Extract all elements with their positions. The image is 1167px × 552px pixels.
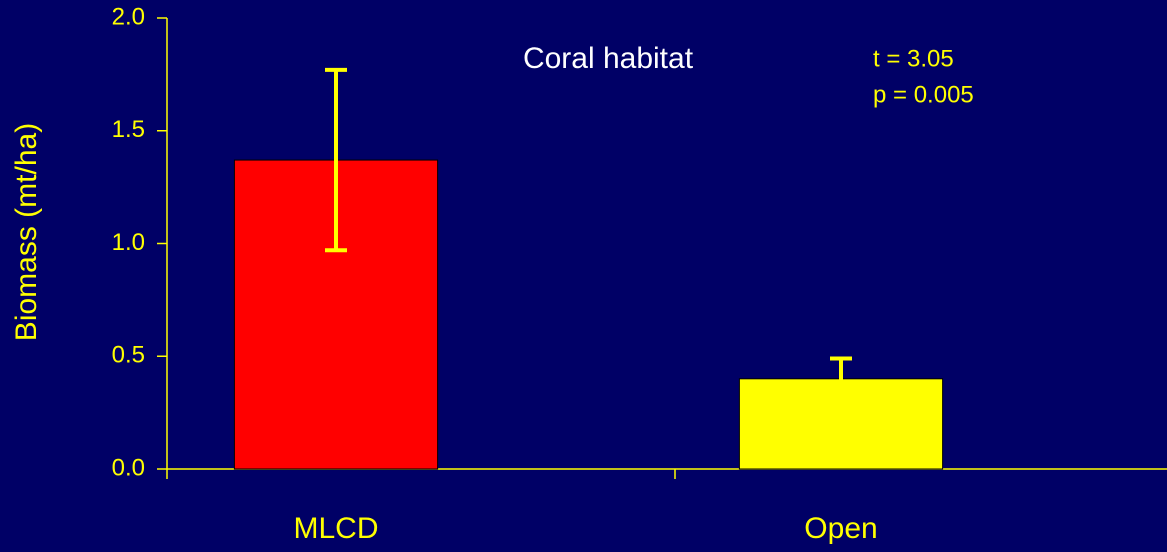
annotation: Coral habitat	[523, 42, 694, 75]
y-axis-label: Biomass (mt/ha)	[10, 123, 43, 341]
y-tick-label: 0.0	[112, 454, 145, 481]
y-tick-label: 1.0	[112, 229, 145, 256]
error-bar	[830, 356, 852, 402]
error-bar	[325, 67, 347, 253]
x-tick-label: Open	[804, 512, 877, 545]
annotation: t = 3.05	[873, 45, 954, 72]
x-tick-label: MLCD	[293, 512, 378, 545]
y-tick-label: 1.5	[112, 116, 145, 143]
y-tick-label: 0.5	[112, 342, 145, 369]
annotation: p = 0.005	[873, 81, 974, 108]
y-tick-label: 2.0	[112, 3, 145, 30]
